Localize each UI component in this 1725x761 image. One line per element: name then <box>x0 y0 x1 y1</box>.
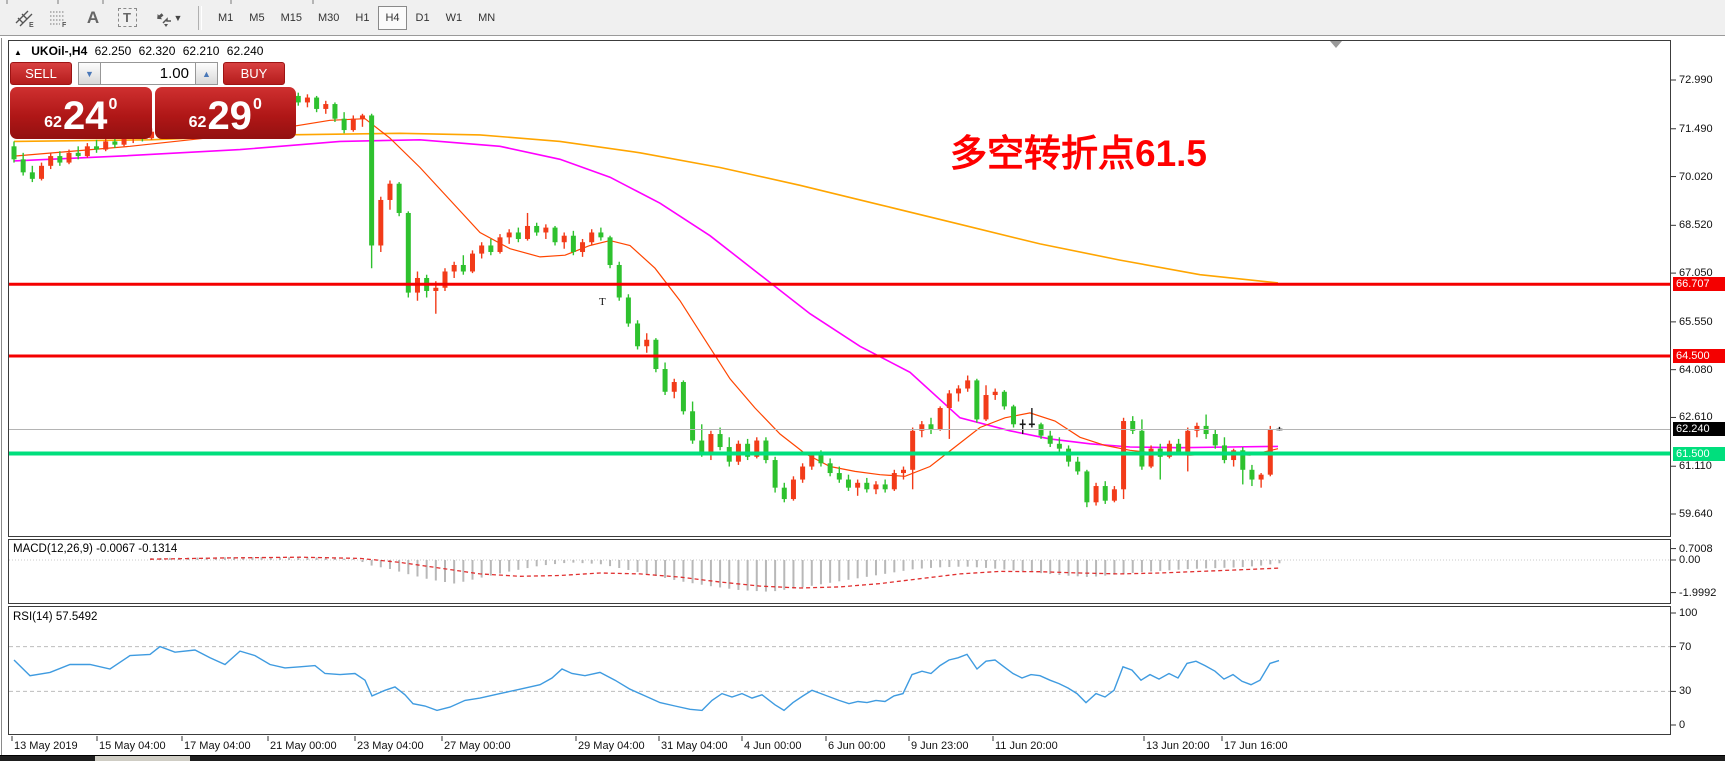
svg-text:F: F <box>62 22 67 28</box>
rsi-panel[interactable] <box>8 606 1671 735</box>
date-axis-label: 4 Jun 00:00 <box>744 740 802 752</box>
tf-button-m30[interactable]: M30 <box>317 11 340 24</box>
date-axis-label: 15 May 04:00 <box>99 740 166 752</box>
macd-panel[interactable] <box>8 539 1671 604</box>
rsi-axis-label: 30 <box>1679 685 1692 697</box>
buy-button[interactable]: BUY <box>223 62 285 85</box>
ohlc-open: 62.250 <box>94 44 132 58</box>
toolbar-top-tick <box>57 0 59 4</box>
date-axis-label: 21 May 00:00 <box>270 740 337 752</box>
date-axis-label: 13 May 2019 <box>14 740 78 752</box>
date-axis-label: 23 May 04:00 <box>357 740 424 752</box>
arrows-icon <box>152 9 172 27</box>
svg-text:E: E <box>29 22 34 28</box>
toolbar-top-tick <box>102 0 104 4</box>
text-label-icon: A <box>86 7 100 27</box>
buy-price-panel[interactable]: 62 29 0 <box>154 87 296 139</box>
ohlc-low: 62.210 <box>182 44 220 58</box>
buy-price-fraction: 0 <box>252 96 262 113</box>
price-axis-label: 65.550 <box>1679 316 1713 328</box>
rsi-axis-label: 70 <box>1679 641 1692 653</box>
window-left-border <box>1 38 2 755</box>
fibo-grid-icon: F <box>48 8 70 28</box>
price-axis-label: 68.520 <box>1679 219 1713 231</box>
toolbar-top-tick <box>6 0 8 4</box>
price-badge-62.240: 62.240 <box>1673 422 1725 436</box>
tf-button-m5[interactable]: M5 <box>249 11 265 24</box>
volume-increase-button[interactable]: ▲ <box>195 62 218 85</box>
text-tool-button[interactable]: T <box>112 5 142 31</box>
tf-button-h4[interactable]: H4 <box>378 5 407 30</box>
rsi-label: RSI(14) 57.5492 <box>13 611 98 623</box>
date-axis-label: 6 Jun 00:00 <box>828 740 886 752</box>
chevron-down-icon: ▼ <box>173 12 183 23</box>
buy-price-big-figure: 62 <box>188 114 207 131</box>
macd-axis-label: -1.9992 <box>1679 587 1717 599</box>
date-axis-label: 31 May 04:00 <box>661 740 728 752</box>
ohlc-close: 62.240 <box>226 44 264 58</box>
price-axis-label: 61.110 <box>1679 460 1712 472</box>
price-axis-label: 64.080 <box>1679 364 1713 376</box>
chart-ohlc-header: ▲ UKOil-,H4 62.250 62.320 62.210 62.240 <box>14 44 267 58</box>
date-axis-label: 17 Jun 16:00 <box>1224 740 1288 752</box>
one-click-trade-widget: SELL ▼ ▲ BUY 62 24 0 62 29 0 <box>10 62 296 139</box>
chart-shift-marker-icon <box>1330 41 1342 48</box>
price-axis-label: 62.610 <box>1679 411 1713 423</box>
window-bottom-strip <box>0 756 1725 761</box>
sell-price-pips: 24 <box>62 94 108 138</box>
equidistant-channel-tool-button[interactable]: E <box>10 5 40 31</box>
symbol-timeframe: UKOil-,H4 <box>31 44 88 58</box>
macd-axis-label: 0.00 <box>1679 554 1701 566</box>
sell-button[interactable]: SELL <box>10 62 72 85</box>
rsi-axis-label: 100 <box>1679 607 1698 619</box>
tf-button-mn[interactable]: MN <box>478 11 496 24</box>
price-badge-61.500: 61.500 <box>1673 447 1725 461</box>
text-label-tool-button[interactable]: A <box>78 5 108 31</box>
equidistant-channel-icon: E <box>14 8 36 28</box>
tf-button-m15[interactable]: M15 <box>280 11 302 24</box>
window-bottom-border <box>0 755 1725 756</box>
tf-button-w1[interactable]: W1 <box>445 11 463 24</box>
volume-decrease-button[interactable]: ▼ <box>78 62 101 85</box>
sell-price-fraction: 0 <box>108 96 118 113</box>
price-badge-66.707: 66.707 <box>1673 277 1725 291</box>
ohlc-high: 62.320 <box>138 44 176 58</box>
tf-button-h1[interactable]: H1 <box>355 11 370 24</box>
sell-price-panel[interactable]: 62 24 0 <box>10 87 152 139</box>
price-axis-label: 72.990 <box>1679 74 1713 86</box>
date-axis-label: 17 May 04:00 <box>184 740 251 752</box>
buy-price-pips: 29 <box>207 94 252 138</box>
date-axis-label: 29 May 04:00 <box>578 740 645 752</box>
macd-label: MACD(12,26,9) -0.0067 -0.1314 <box>13 543 178 555</box>
timeframe-buttons: M1 M5 M15 M30 H1 H4 D1 W1 MN <box>210 5 503 30</box>
macd-axis-label: 0.7008 <box>1679 543 1713 555</box>
date-axis-label: 11 Jun 20:00 <box>995 740 1058 752</box>
text-tool-icon: T <box>117 8 137 27</box>
chart-text-annotation: 多空转折点61.5 <box>950 133 1208 174</box>
toolbar-separator <box>198 5 202 30</box>
toolbar-top-tick <box>230 0 232 4</box>
date-axis-label: 9 Jun 23:00 <box>911 740 969 752</box>
date-axis-label: 13 Jun 20:00 <box>1146 740 1210 752</box>
price-axis-label: 70.020 <box>1679 171 1713 183</box>
price-axis-label: 71.490 <box>1679 123 1713 135</box>
rsi-axis-label: 0 <box>1679 719 1686 731</box>
chart-t-marker: T <box>599 296 606 308</box>
tf-button-d1[interactable]: D1 <box>415 11 430 24</box>
price-badge-64.500: 64.500 <box>1673 349 1725 363</box>
date-axis-label: 27 May 00:00 <box>444 740 511 752</box>
toolbar: E F A T <box>0 0 1725 36</box>
sell-price-big-figure: 62 <box>44 114 62 131</box>
arrows-tool-button[interactable]: ▼ <box>146 5 188 31</box>
price-axis-label: 59.640 <box>1679 508 1713 520</box>
price-axis-label: 67.050 <box>1679 267 1713 279</box>
fibo-grid-tool-button[interactable]: F <box>44 5 74 31</box>
collapse-triangle-icon[interactable]: ▲ <box>14 48 22 57</box>
volume-input[interactable] <box>101 62 195 85</box>
tf-button-m1[interactable]: M1 <box>218 11 234 24</box>
toolbar-top-tick <box>312 0 314 4</box>
